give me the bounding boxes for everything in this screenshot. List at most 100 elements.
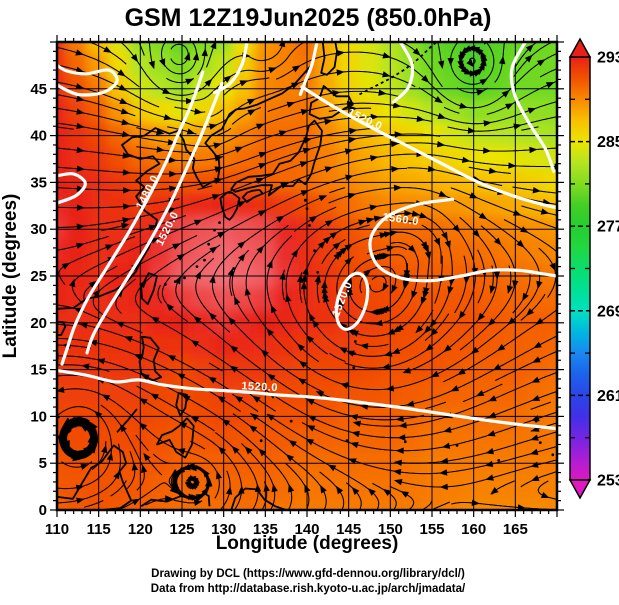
- streamline-arrowhead: [115, 321, 125, 328]
- streamline-arrowhead: [80, 463, 89, 470]
- streamline-arrowhead: [529, 448, 539, 455]
- height-contour: [212, 42, 249, 95]
- streamline-arrowhead: [76, 204, 85, 211]
- streamline-arrowhead: [176, 373, 186, 380]
- streamline-arrowhead: [512, 209, 522, 216]
- streamline-arrowhead: [79, 450, 88, 457]
- height-contour: [57, 368, 557, 431]
- island-dot: [313, 249, 316, 253]
- island-dot: [218, 221, 221, 225]
- streamline-arrowhead: [339, 246, 348, 255]
- streamline-arrowhead: [530, 434, 539, 441]
- streamline-arrowhead: [266, 259, 273, 269]
- streamline-arrowhead: [214, 177, 223, 184]
- streamline-arrowhead: [525, 44, 534, 52]
- streamline-arrowhead: [443, 426, 452, 433]
- streamline-arrowhead: [81, 363, 90, 370]
- streamline-arrowhead: [531, 395, 540, 401]
- y-tick-label: 15: [30, 362, 47, 379]
- streamline-arrowhead: [75, 66, 85, 73]
- streamline-arrowhead: [130, 53, 139, 63]
- streamline: [100, 404, 145, 491]
- streamline-arrowhead: [350, 441, 359, 449]
- streamline-arrowhead: [120, 108, 130, 115]
- streamline-arrowhead: [190, 416, 200, 423]
- colorbar-label: 293: [597, 50, 619, 67]
- streamline-arrowhead: [488, 395, 497, 402]
- streamline-arrowhead: [237, 241, 246, 249]
- streamline-arrowhead: [169, 482, 177, 491]
- streamline-arrowhead: [485, 448, 494, 455]
- streamline-arrowhead: [244, 287, 251, 296]
- streamline-arrowhead: [524, 54, 533, 63]
- streamline: [135, 434, 149, 452]
- streamline-arrowhead: [133, 354, 143, 361]
- streamline-arrowhead: [317, 240, 326, 249]
- streamline-arrowhead: [349, 105, 358, 113]
- streamline-arrowhead: [467, 45, 476, 52]
- streamline-arrowhead: [467, 127, 476, 134]
- streamline: [323, 231, 430, 337]
- streamline-arrowhead: [106, 452, 114, 461]
- streamline-arrowhead: [139, 422, 148, 431]
- streamline-arrowhead: [122, 203, 132, 210]
- streamline-arrowhead: [391, 284, 398, 294]
- contour-label: 1520.0: [241, 380, 278, 394]
- streamline-arrowhead: [447, 58, 454, 66]
- axis-ticks-and-labels: 110 115 120 125 130 135 140 145 150 155 160 165 0 5 10…: [30, 35, 564, 538]
- streamline-arrowhead: [324, 166, 334, 173]
- streamline-arrowhead: [238, 253, 246, 262]
- streamline-arrowhead: [404, 210, 413, 217]
- streamline-arrowhead: [530, 475, 540, 481]
- streamline-arrowhead: [76, 497, 85, 504]
- streamline-arrowhead: [508, 162, 517, 169]
- streamline-arrowhead: [392, 468, 402, 476]
- streamline-arrowhead: [239, 80, 249, 87]
- streamline-arrowhead: [424, 251, 432, 260]
- colorbar-over-arrow: [568, 37, 592, 58]
- streamline: [425, 401, 447, 410]
- streamline: [57, 344, 92, 349]
- height-contour: [334, 271, 370, 331]
- streamline-arrowhead: [214, 155, 223, 162]
- streamline-arrowhead: [288, 483, 295, 493]
- streamline-arrowhead: [254, 483, 262, 492]
- island-dot: [213, 228, 216, 232]
- streamline-arrowhead: [320, 484, 327, 494]
- streamline-arrowhead: [441, 231, 448, 241]
- streamline-arrowhead: [359, 403, 369, 410]
- streamline-arrowhead: [490, 487, 499, 495]
- streamline-arrowhead: [201, 487, 209, 496]
- streamline-arrowhead: [486, 430, 496, 437]
- colorbar: 293 285 277 269 261 253: [568, 37, 619, 500]
- streamline: [520, 293, 546, 321]
- streamline-arrowhead: [266, 413, 275, 421]
- island-dot: [308, 224, 311, 227]
- streamline-arrowhead: [121, 131, 131, 138]
- streamline-arrowhead: [83, 445, 92, 454]
- streamline-arrowhead: [332, 90, 341, 97]
- streamline-arrowhead: [92, 289, 101, 298]
- streamline: [208, 362, 223, 372]
- island-dot: [538, 441, 542, 444]
- streamline-arrowhead: [76, 108, 85, 115]
- streamline-arrowhead: [234, 395, 244, 403]
- streamline-arrowhead: [429, 319, 438, 328]
- streamline-arrowhead: [194, 108, 203, 115]
- streamline-arrowhead: [279, 271, 286, 280]
- streamline-arrowhead: [221, 418, 231, 427]
- streamline-arrowhead: [527, 107, 537, 114]
- streamline-arrowhead: [163, 114, 173, 121]
- island-dot: [207, 242, 211, 246]
- streamline-arrowhead: [439, 469, 448, 476]
- streamline-arrowhead: [190, 340, 200, 347]
- streamline-arrowhead: [292, 65, 301, 73]
- height-contour: [57, 63, 119, 97]
- streamline: [92, 235, 198, 334]
- streamline-arrowhead: [448, 277, 455, 287]
- streamline-arrowhead: [484, 460, 494, 467]
- streamline-arrowhead: [444, 240, 451, 249]
- streamline-arrowhead: [475, 390, 485, 397]
- streamline-arrowhead: [318, 195, 328, 202]
